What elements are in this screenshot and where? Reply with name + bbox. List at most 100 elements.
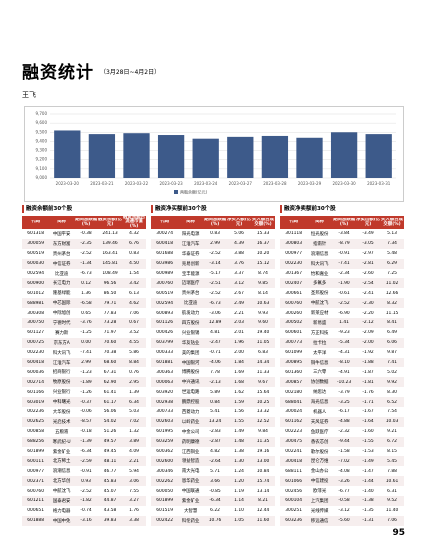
table-cell: 300773 xyxy=(285,340,303,346)
table-cell: 恒光股份 xyxy=(310,231,329,237)
table-cell: -2.52 xyxy=(80,251,92,257)
table-cell: 600760 xyxy=(285,300,303,306)
table-cell: 300661 xyxy=(285,290,303,296)
table-cell: 2.49 xyxy=(234,300,244,306)
table-cell: -3.84 xyxy=(338,231,350,237)
table-cell: 方正科技 xyxy=(310,330,329,336)
table-cell: 6.52 xyxy=(387,399,397,405)
table-row: 002262 恩华药业 3.66 1.20 15.74 xyxy=(151,476,275,487)
table-row: 688981 中芯国际 -6.58 79.71 4.62 xyxy=(22,298,146,309)
table-cell: 15.33 xyxy=(256,231,270,237)
table-cell: -5.60 xyxy=(338,518,350,524)
table-cell: 中航沈飞 xyxy=(310,301,329,307)
table-cell: 1.36 xyxy=(81,290,91,296)
table-cell: 600036 xyxy=(27,369,45,375)
table: 融资净买额前30个股 代码 简称 期间涨跌幅(%) 净买入额(亿元) 买入额占成交额(%)… xyxy=(151,205,275,526)
table-row: 601519 大智慧 6.22 1.10 12.44 xyxy=(151,506,275,516)
table-cell: 4.82 xyxy=(210,449,220,455)
table-cell: 3.12 xyxy=(234,280,244,286)
y-tick-label: 9,500 xyxy=(36,129,48,134)
table-cell: 南大光电 xyxy=(181,469,200,475)
table-cell: 3.66 xyxy=(210,478,220,484)
table-cell: 鹏鼎控股 xyxy=(181,400,200,406)
table-cell: 中国平安 xyxy=(52,231,71,237)
table-row: 301118 恒光股份 -3.84 -3.49 5.13 xyxy=(280,229,404,239)
table-cell: 0.00 xyxy=(81,340,91,346)
table-row: 601099 太平洋 -4.31 -1.92 9.87 xyxy=(280,348,404,358)
table-cell: 0.76 xyxy=(129,369,139,375)
table-cell: 601126 xyxy=(156,320,174,326)
table-cell: 603236 xyxy=(285,518,303,524)
table-cell: 7.34 xyxy=(387,241,397,247)
table-row: 002230 科大讯飞 -7.41 -2.81 6.29 xyxy=(280,258,404,269)
table-cell: 11.60 xyxy=(256,518,270,524)
table-cell: 600362 xyxy=(156,449,174,455)
table-cell: 10.76 xyxy=(208,518,222,524)
table-cell: 600900 xyxy=(27,280,45,286)
table-cell: 43.58 xyxy=(103,508,117,514)
table-cell: -6.34 xyxy=(209,498,221,504)
table-cell: -6.34 xyxy=(80,449,92,455)
table-body: 代码 简称 期间涨跌幅(%) 融资余额(亿元) 融资余额占流通市值(%) 601318 中国… xyxy=(22,216,146,526)
header-cell: 期间涨跌幅(%) xyxy=(333,217,356,227)
table-cell: 300024 xyxy=(285,409,303,415)
x-tick-label: 2023-03-28 xyxy=(263,181,287,186)
table-cell: 8.32 xyxy=(387,300,397,306)
table-cell: 江西铜业 xyxy=(181,449,200,455)
table-cell: 金山办公 xyxy=(310,469,329,475)
table-row: 300059 东方财富 -2.35 139.46 6.76 xyxy=(22,238,146,249)
table-cell: 11.02 xyxy=(385,280,399,286)
table-cell: 7.54 xyxy=(387,409,397,415)
table-cell: 新莱应材 xyxy=(310,311,329,317)
table-cell: 长江电力 xyxy=(52,281,71,287)
header-cell: 代码 xyxy=(31,220,41,225)
table-row: 300308 中际旭创 0.65 77.83 7.06 xyxy=(22,308,146,318)
chart: 9,000 9,100 9,200 9,300 9,400 9,500 9,600 9,700… xyxy=(24,106,404,202)
table-cell: -1.82 xyxy=(80,498,92,504)
table-cell: 601899 xyxy=(156,498,174,504)
table-cell: -2.52 xyxy=(338,300,350,306)
table-cell: -1.81 xyxy=(362,379,374,385)
table-row: 300251 光线传媒 -3.12 -1.35 11.40 xyxy=(280,506,404,516)
table-cell: -3.76 xyxy=(80,320,92,326)
table-cell: 2.99 xyxy=(210,241,220,247)
table-row: 601888 中国中免 -3.16 39.83 3.38 xyxy=(22,515,146,526)
table-cell: 0.65 xyxy=(81,310,91,316)
table-cell: 600111 xyxy=(27,458,45,464)
x-tick-label: 2023-03-29 xyxy=(298,181,322,186)
table-cell: 宝丰能源 xyxy=(181,271,200,277)
x-tick-label: 2023-03-24 xyxy=(194,181,218,186)
table-cell: 6.29 xyxy=(387,261,397,267)
table-cell: 5.86 xyxy=(129,350,139,356)
table-cell: 中国联通 xyxy=(181,489,200,495)
table-cell: 4.81 xyxy=(210,330,220,336)
table-cell: -1.90 xyxy=(338,280,350,286)
y-tick-label: 9,600 xyxy=(36,120,48,125)
table-cell: -10.23 xyxy=(336,379,352,385)
table-cell: 688041 xyxy=(285,399,303,405)
table-cell: -7.02 xyxy=(338,458,350,464)
table-cell: 1.41 xyxy=(339,320,349,326)
table-row: 600989 宝丰能源 -5.17 3.37 8.74 xyxy=(151,269,275,279)
table-cell: 7.06 xyxy=(387,518,397,524)
table-cell: -1.92 xyxy=(362,350,374,356)
table-cell: 3.38 xyxy=(129,518,139,524)
table-cell: 002180 xyxy=(285,389,303,395)
table-cell: -3.25 xyxy=(338,399,350,405)
table-cell: -2.81 xyxy=(362,261,374,267)
table-cell: 1.84 xyxy=(234,360,244,366)
table-cell: 4.39 xyxy=(234,241,244,247)
table-cell: 2.95 xyxy=(129,379,139,385)
table-cell: 39.83 xyxy=(103,518,117,524)
table-cell: 6.72 xyxy=(387,439,397,445)
table-cell: 300251 xyxy=(285,508,303,514)
table-cell: 000977 xyxy=(285,251,303,257)
table-cell: -2.59 xyxy=(80,458,92,464)
table-cell: 44.87 xyxy=(103,498,117,504)
table-row: 600030 中信证券 -1.34 145.81 4.50 xyxy=(22,258,146,269)
header-cell: 代码 xyxy=(160,220,170,225)
table-cell: 兴业银行 xyxy=(52,390,71,396)
bar xyxy=(365,134,392,178)
table-row: 300895 铜牛信息 -8.10 -1.88 7.41 xyxy=(280,357,404,368)
